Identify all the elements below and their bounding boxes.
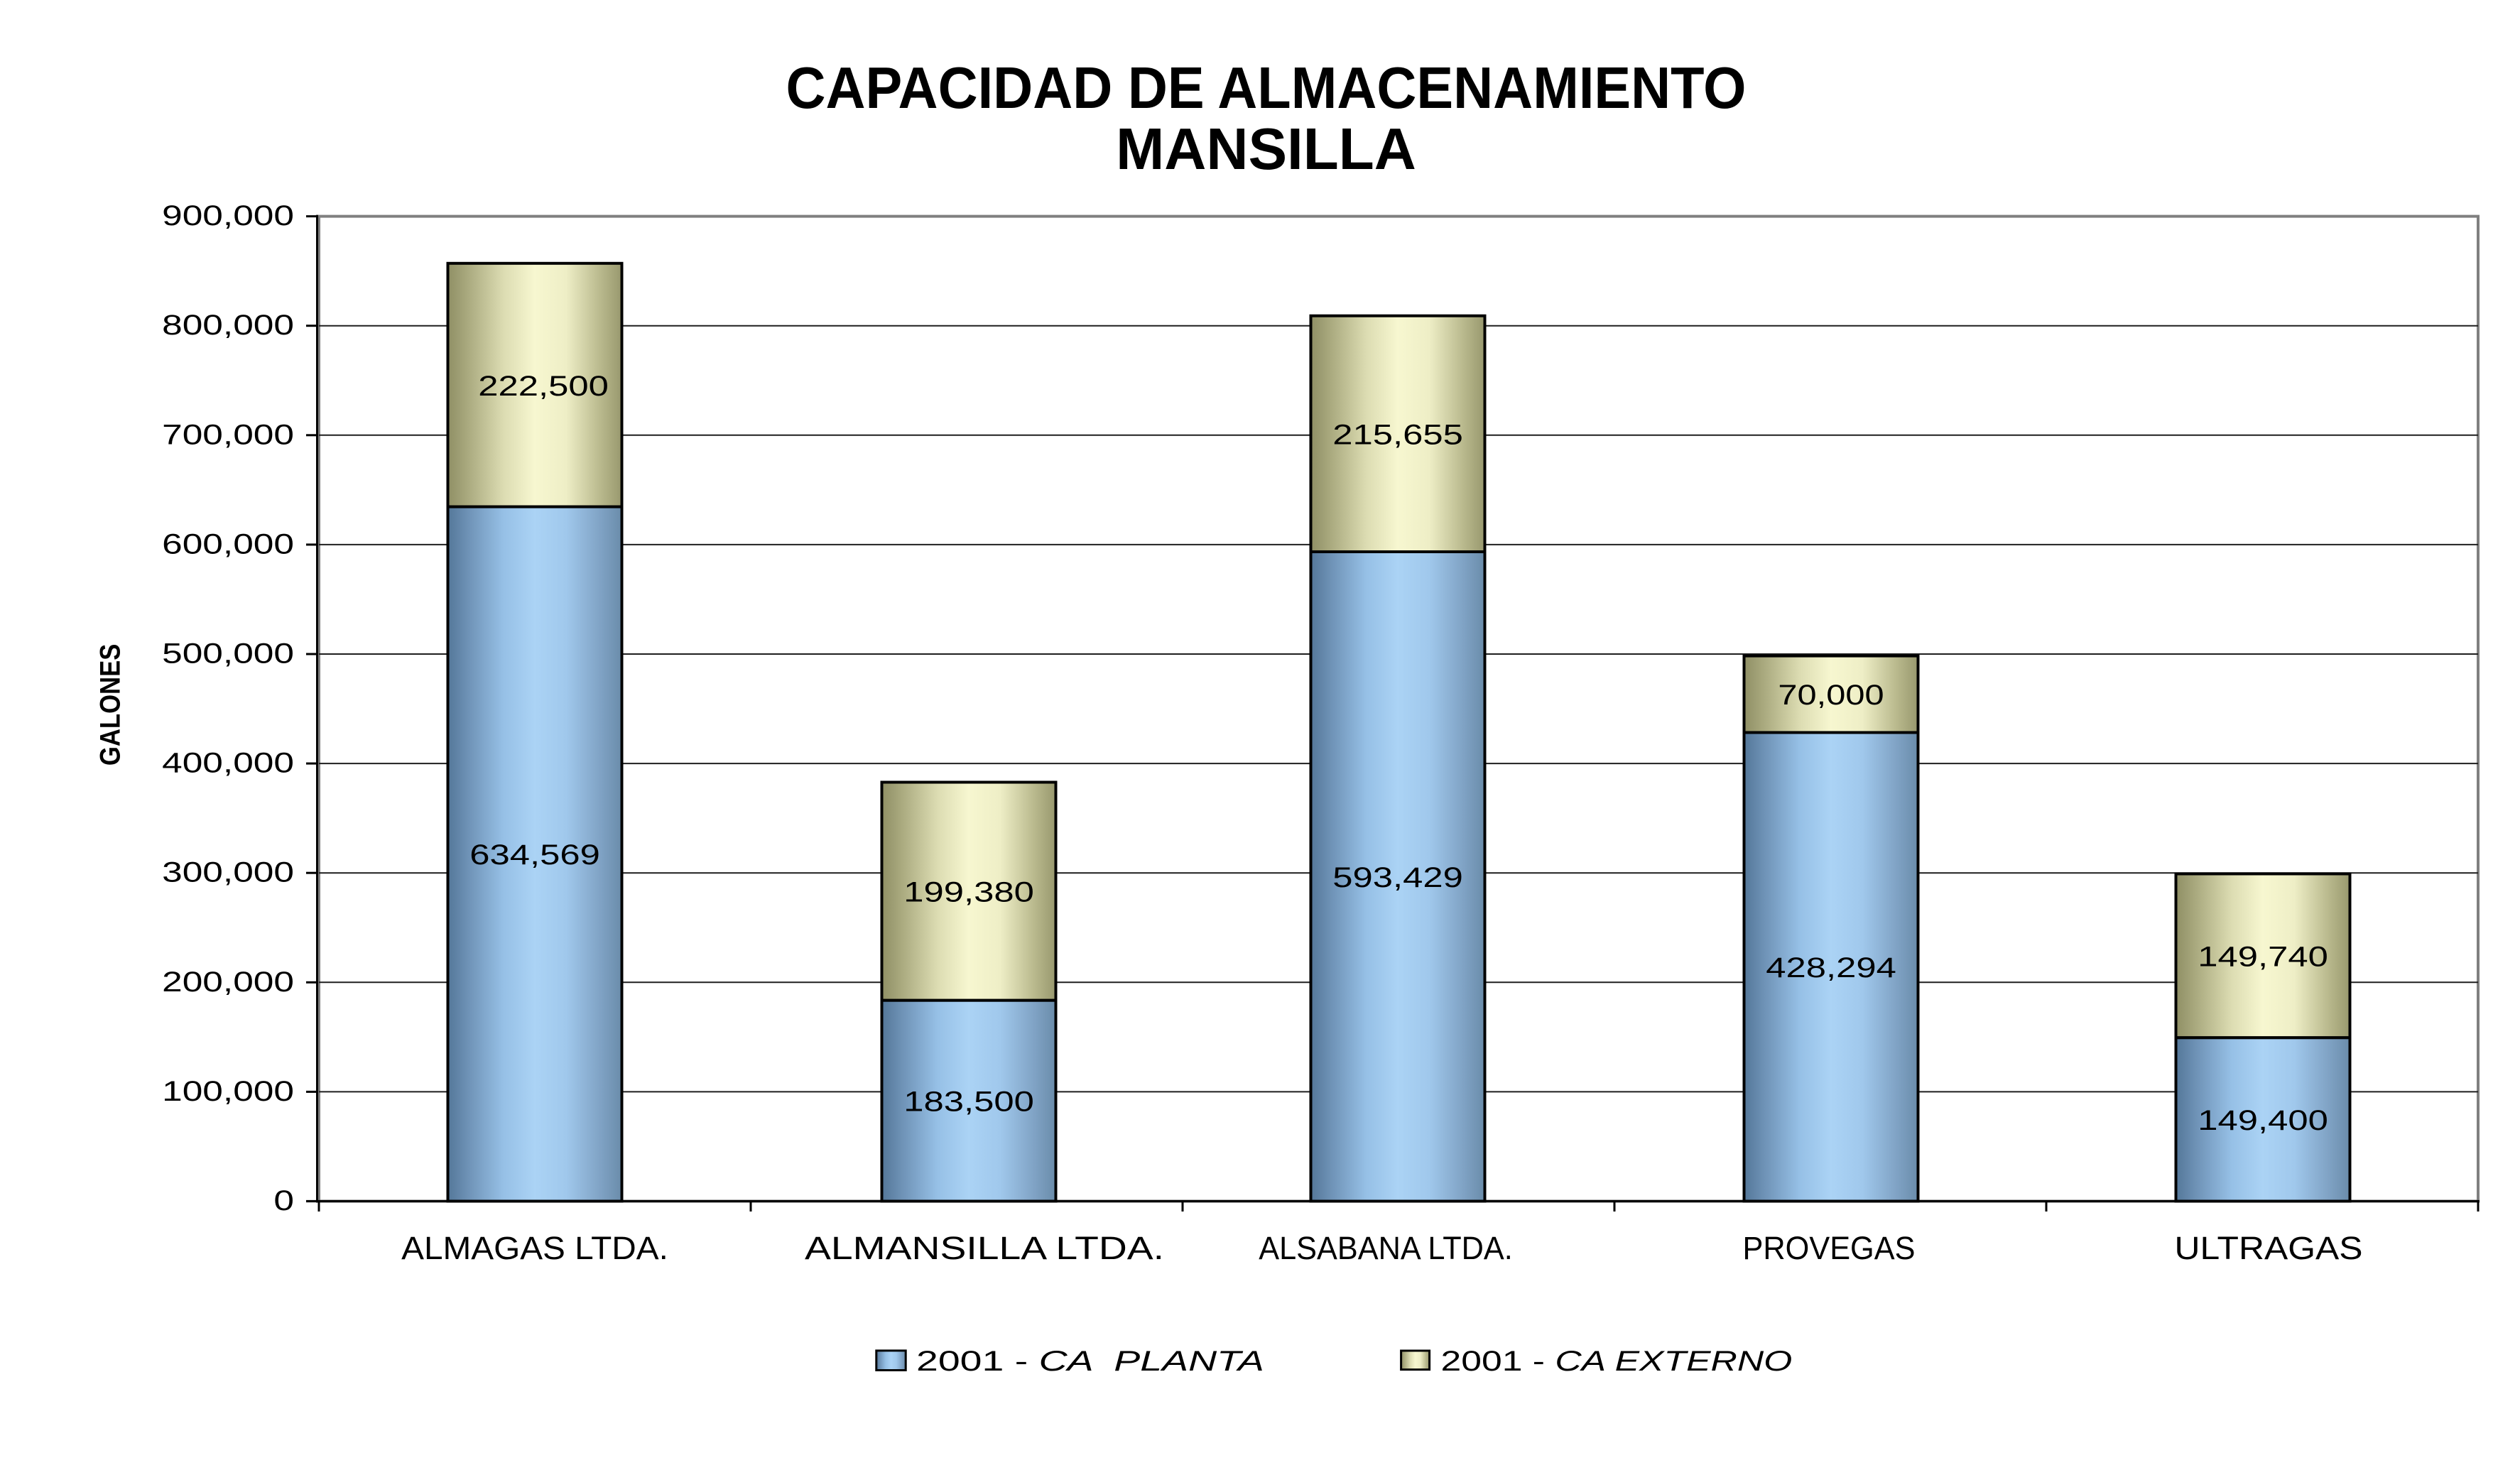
svg-text:400,000: 400,000 (162, 746, 294, 778)
svg-text:149,400: 149,400 (2198, 1104, 2328, 1136)
svg-text:ALSABANA LTDA.: ALSABANA LTDA. (1259, 1231, 1513, 1266)
svg-text:2001 - CA EXTERNO: 2001 - CA EXTERNO (1441, 1345, 1793, 1377)
svg-text:GALONES: GALONES (94, 644, 126, 766)
svg-text:100,000: 100,000 (162, 1074, 294, 1106)
svg-text:MANSILLA: MANSILLA (1116, 116, 1416, 182)
svg-text:222,500: 222,500 (478, 370, 609, 402)
svg-text:215,655: 215,655 (1332, 419, 1463, 451)
svg-text:500,000: 500,000 (162, 637, 294, 669)
svg-text:PROVEGAS: PROVEGAS (1743, 1231, 1916, 1266)
svg-text:800,000: 800,000 (162, 309, 294, 341)
svg-text:634,569: 634,569 (469, 839, 600, 871)
svg-text:2001 - CA PLANTA: 2001 - CA PLANTA (916, 1345, 1264, 1377)
svg-text:0: 0 (273, 1185, 294, 1216)
svg-text:70,000: 70,000 (1778, 680, 1884, 711)
svg-text:ALMAGAS LTDA.: ALMAGAS LTDA. (401, 1230, 668, 1265)
svg-text:600,000: 600,000 (162, 528, 294, 560)
svg-text:200,000: 200,000 (162, 965, 294, 997)
svg-text:CAPACIDAD DE ALMACENAMIENTO: CAPACIDAD DE ALMACENAMIENTO (786, 55, 1747, 121)
svg-text:ALMANSILLA LTDA.: ALMANSILLA LTDA. (805, 1230, 1164, 1266)
svg-text:ULTRAGAS: ULTRAGAS (2174, 1231, 2362, 1266)
svg-text:700,000: 700,000 (162, 418, 294, 450)
svg-text:428,294: 428,294 (1766, 952, 1896, 984)
svg-text:183,500: 183,500 (903, 1086, 1034, 1118)
svg-text:300,000: 300,000 (162, 856, 294, 888)
svg-text:199,380: 199,380 (903, 876, 1034, 908)
svg-text:593,429: 593,429 (1332, 861, 1463, 893)
svg-text:900,000: 900,000 (162, 200, 294, 232)
svg-text:149,740: 149,740 (2198, 941, 2328, 973)
